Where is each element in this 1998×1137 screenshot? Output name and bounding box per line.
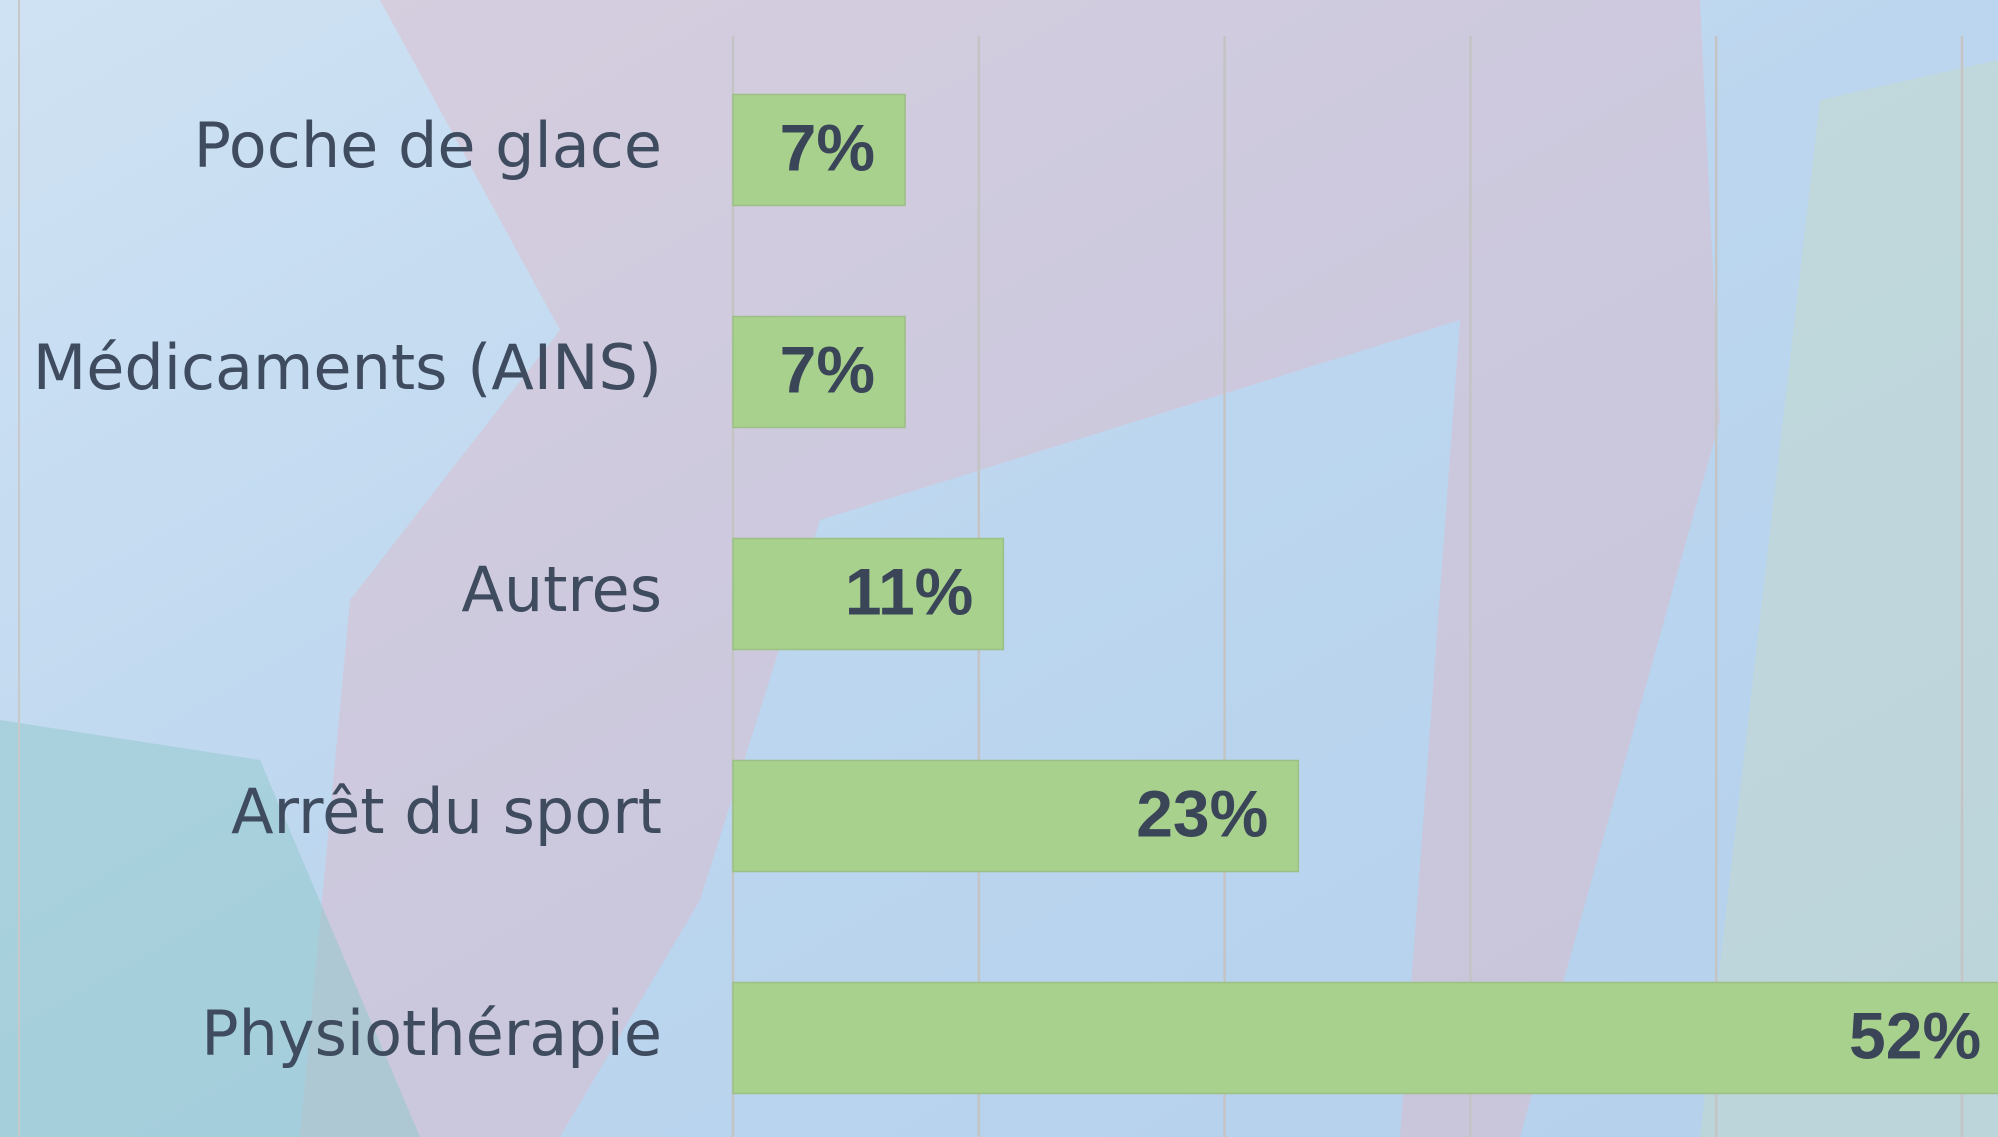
- background-shape: [0, 720, 420, 1137]
- bar: [732, 537, 1005, 651]
- bar: [732, 315, 906, 429]
- bar: [732, 93, 906, 207]
- value-label: 52%: [1849, 998, 1981, 1072]
- value-label: 7%: [780, 332, 875, 406]
- category-label: Physiothérapie: [201, 997, 662, 1070]
- category-label: Arrêt du sport: [231, 775, 662, 848]
- background-shape: [1700, 60, 1998, 1137]
- value-label: 23%: [1136, 776, 1268, 850]
- value-label: 11%: [845, 554, 973, 628]
- category-label: Poche de glace: [194, 109, 662, 182]
- category-label: Autres: [461, 553, 662, 626]
- bar: [732, 981, 1998, 1095]
- bar: [732, 759, 1300, 873]
- value-label: 7%: [780, 110, 875, 184]
- background-shape: [300, 0, 1720, 1137]
- category-label: Médicaments (AINS): [33, 331, 662, 404]
